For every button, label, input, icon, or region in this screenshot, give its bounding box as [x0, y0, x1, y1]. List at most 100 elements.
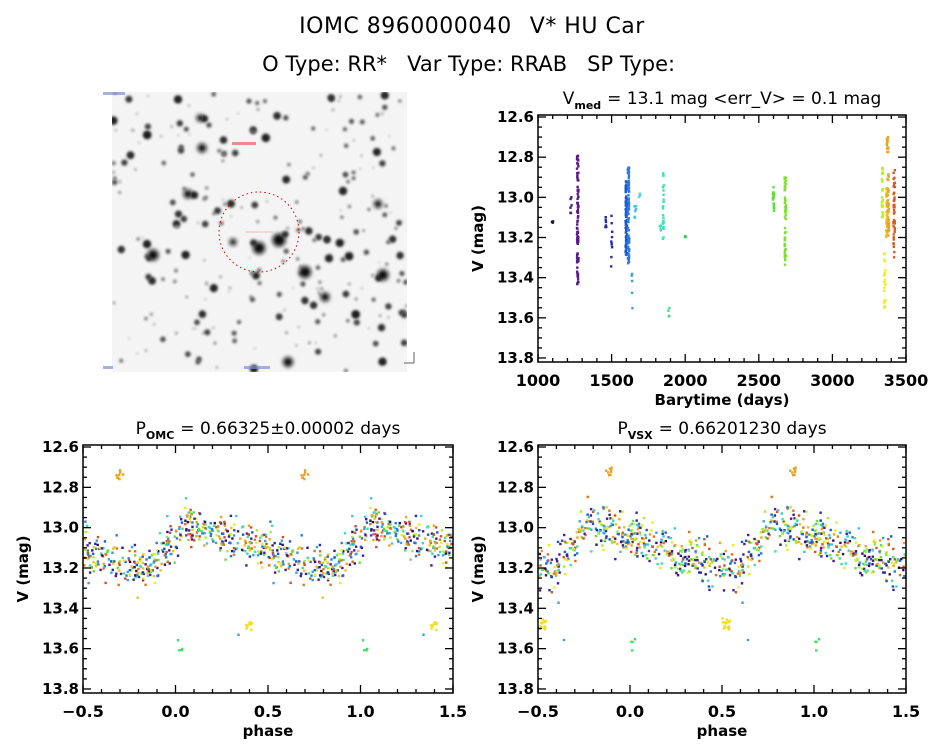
data-point — [627, 174, 631, 177]
data-point — [153, 581, 157, 585]
data-point — [631, 519, 635, 523]
data-point — [326, 579, 330, 582]
data-point — [662, 225, 665, 229]
data-point — [181, 647, 184, 651]
data-point — [313, 549, 316, 553]
data-point — [614, 537, 617, 540]
star — [142, 239, 152, 249]
data-point — [881, 180, 884, 183]
data-point — [96, 560, 100, 563]
data-point — [195, 517, 198, 520]
star — [384, 204, 388, 208]
data-point — [126, 578, 129, 582]
star — [204, 329, 211, 336]
data-point — [575, 254, 579, 257]
data-point — [789, 527, 793, 530]
data-point — [647, 549, 651, 553]
data-point — [564, 572, 567, 576]
data-point — [662, 535, 665, 538]
data-point — [420, 547, 424, 550]
data-point — [374, 533, 377, 536]
data-point — [734, 574, 737, 578]
data-point — [854, 550, 858, 553]
data-point — [605, 517, 609, 520]
data-point — [662, 220, 665, 223]
data-point — [244, 541, 247, 544]
data-point — [810, 538, 813, 542]
data-point — [885, 551, 888, 554]
data-point — [370, 529, 373, 532]
data-point — [721, 617, 724, 620]
data-point — [881, 545, 884, 548]
data-point — [84, 520, 87, 523]
data-point — [543, 628, 547, 631]
data-point — [155, 559, 158, 562]
data-point — [634, 207, 638, 211]
data-point — [871, 563, 874, 566]
data-point — [694, 550, 697, 553]
star — [176, 120, 183, 127]
star — [228, 290, 231, 293]
star — [305, 227, 313, 235]
star — [180, 215, 188, 223]
data-point — [888, 573, 891, 576]
data-point — [886, 223, 889, 227]
data-point — [430, 627, 433, 630]
data-point — [432, 533, 435, 536]
star — [295, 257, 300, 261]
data-point — [698, 536, 701, 540]
data-point — [127, 558, 131, 562]
finder-label-top-left — [103, 92, 125, 95]
star — [307, 341, 311, 345]
data-point — [432, 524, 436, 527]
data-point — [591, 520, 594, 523]
star — [148, 277, 157, 285]
star — [182, 186, 187, 191]
data-point — [627, 190, 630, 193]
data-point — [176, 554, 180, 557]
data-point — [539, 558, 542, 561]
data-point — [784, 254, 787, 258]
data-point — [249, 526, 253, 529]
data-point — [263, 551, 266, 554]
data-point — [626, 169, 630, 172]
data-point — [86, 553, 90, 556]
star — [112, 301, 116, 305]
data-point — [625, 197, 629, 201]
data-point — [209, 534, 212, 538]
data-point — [576, 159, 580, 162]
data-point — [625, 252, 629, 255]
data-point — [569, 197, 572, 201]
data-point — [375, 538, 379, 541]
star — [282, 175, 291, 184]
data-point — [849, 553, 852, 556]
data-point — [226, 549, 229, 553]
star — [229, 215, 233, 218]
data-point — [318, 543, 322, 547]
star — [256, 268, 262, 273]
data-point — [366, 527, 369, 530]
data-point — [152, 574, 155, 578]
data-point — [409, 539, 412, 542]
data-point — [282, 563, 285, 566]
data-point — [586, 513, 589, 516]
data-point — [627, 542, 630, 546]
data-point — [331, 574, 335, 577]
data-point — [411, 549, 414, 553]
data-point — [602, 548, 605, 552]
data-point — [809, 545, 812, 548]
data-point — [271, 557, 274, 561]
data-point — [609, 470, 613, 474]
data-point — [703, 542, 706, 545]
data-point — [169, 545, 173, 548]
data-point — [587, 516, 591, 519]
data-point — [703, 560, 706, 563]
star — [252, 271, 260, 280]
data-point — [576, 236, 579, 239]
data-point — [692, 558, 695, 561]
data-point — [763, 510, 767, 513]
data-point — [806, 540, 809, 543]
data-point — [332, 570, 335, 573]
star — [382, 212, 388, 218]
data-point — [634, 209, 637, 213]
